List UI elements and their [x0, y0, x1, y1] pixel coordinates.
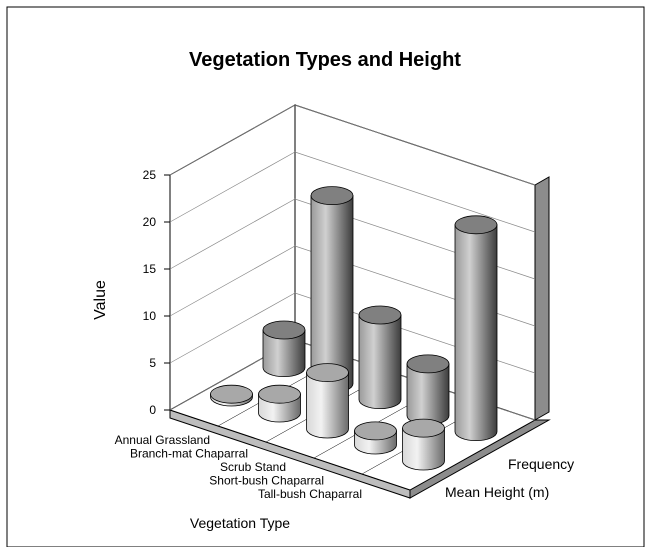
bar-top [406, 354, 450, 374]
y-tick-label: 5 [149, 356, 156, 370]
bar-body [358, 314, 402, 409]
x-tick-label: Branch-mat Chaparral [130, 447, 248, 461]
bar-body [262, 329, 306, 377]
bar-top [354, 421, 397, 441]
bar-top [402, 418, 445, 438]
bar-top [358, 305, 402, 325]
bar [402, 418, 445, 471]
y-tick-label: 0 [149, 403, 156, 417]
y-tick-label: 25 [143, 168, 157, 182]
y-tick-label: 20 [143, 215, 157, 229]
chart-title: Vegetation Types and Height [189, 49, 461, 71]
grid-line [169, 104, 536, 186]
bar [310, 186, 354, 393]
x-tick-label: Tall-bush Chaparral [258, 487, 362, 501]
x-tick-label: Scrub Stand [220, 460, 286, 474]
bar [358, 305, 402, 409]
bar [262, 320, 306, 377]
bar-top [258, 384, 301, 404]
right-wall-edge [534, 176, 550, 421]
bar [306, 363, 349, 439]
x-tick-label: Short-bush Chaparral [209, 474, 324, 488]
bar-top [210, 384, 253, 404]
x-tick-label: Annual Grassland [115, 433, 210, 447]
bar [454, 215, 498, 441]
y-tick-label: 10 [143, 309, 157, 323]
x-axis-title: Vegetation Type [190, 515, 290, 531]
bar [258, 384, 301, 423]
series-label: Mean Height (m) [445, 484, 549, 500]
y-tick-label: 15 [143, 262, 157, 276]
bar [406, 354, 450, 425]
bar-top [454, 215, 498, 235]
series-label: Frequency [508, 456, 574, 472]
bar [210, 384, 253, 407]
grid-line [169, 151, 536, 233]
bar-body [454, 224, 498, 441]
y-axis-title: Value [92, 280, 109, 320]
bar-body [402, 427, 445, 471]
bar-top [306, 363, 349, 383]
bar [354, 421, 397, 455]
bar-body [306, 372, 349, 439]
bar-top [310, 186, 354, 206]
bar-top [262, 320, 306, 340]
bar-body [310, 195, 354, 393]
